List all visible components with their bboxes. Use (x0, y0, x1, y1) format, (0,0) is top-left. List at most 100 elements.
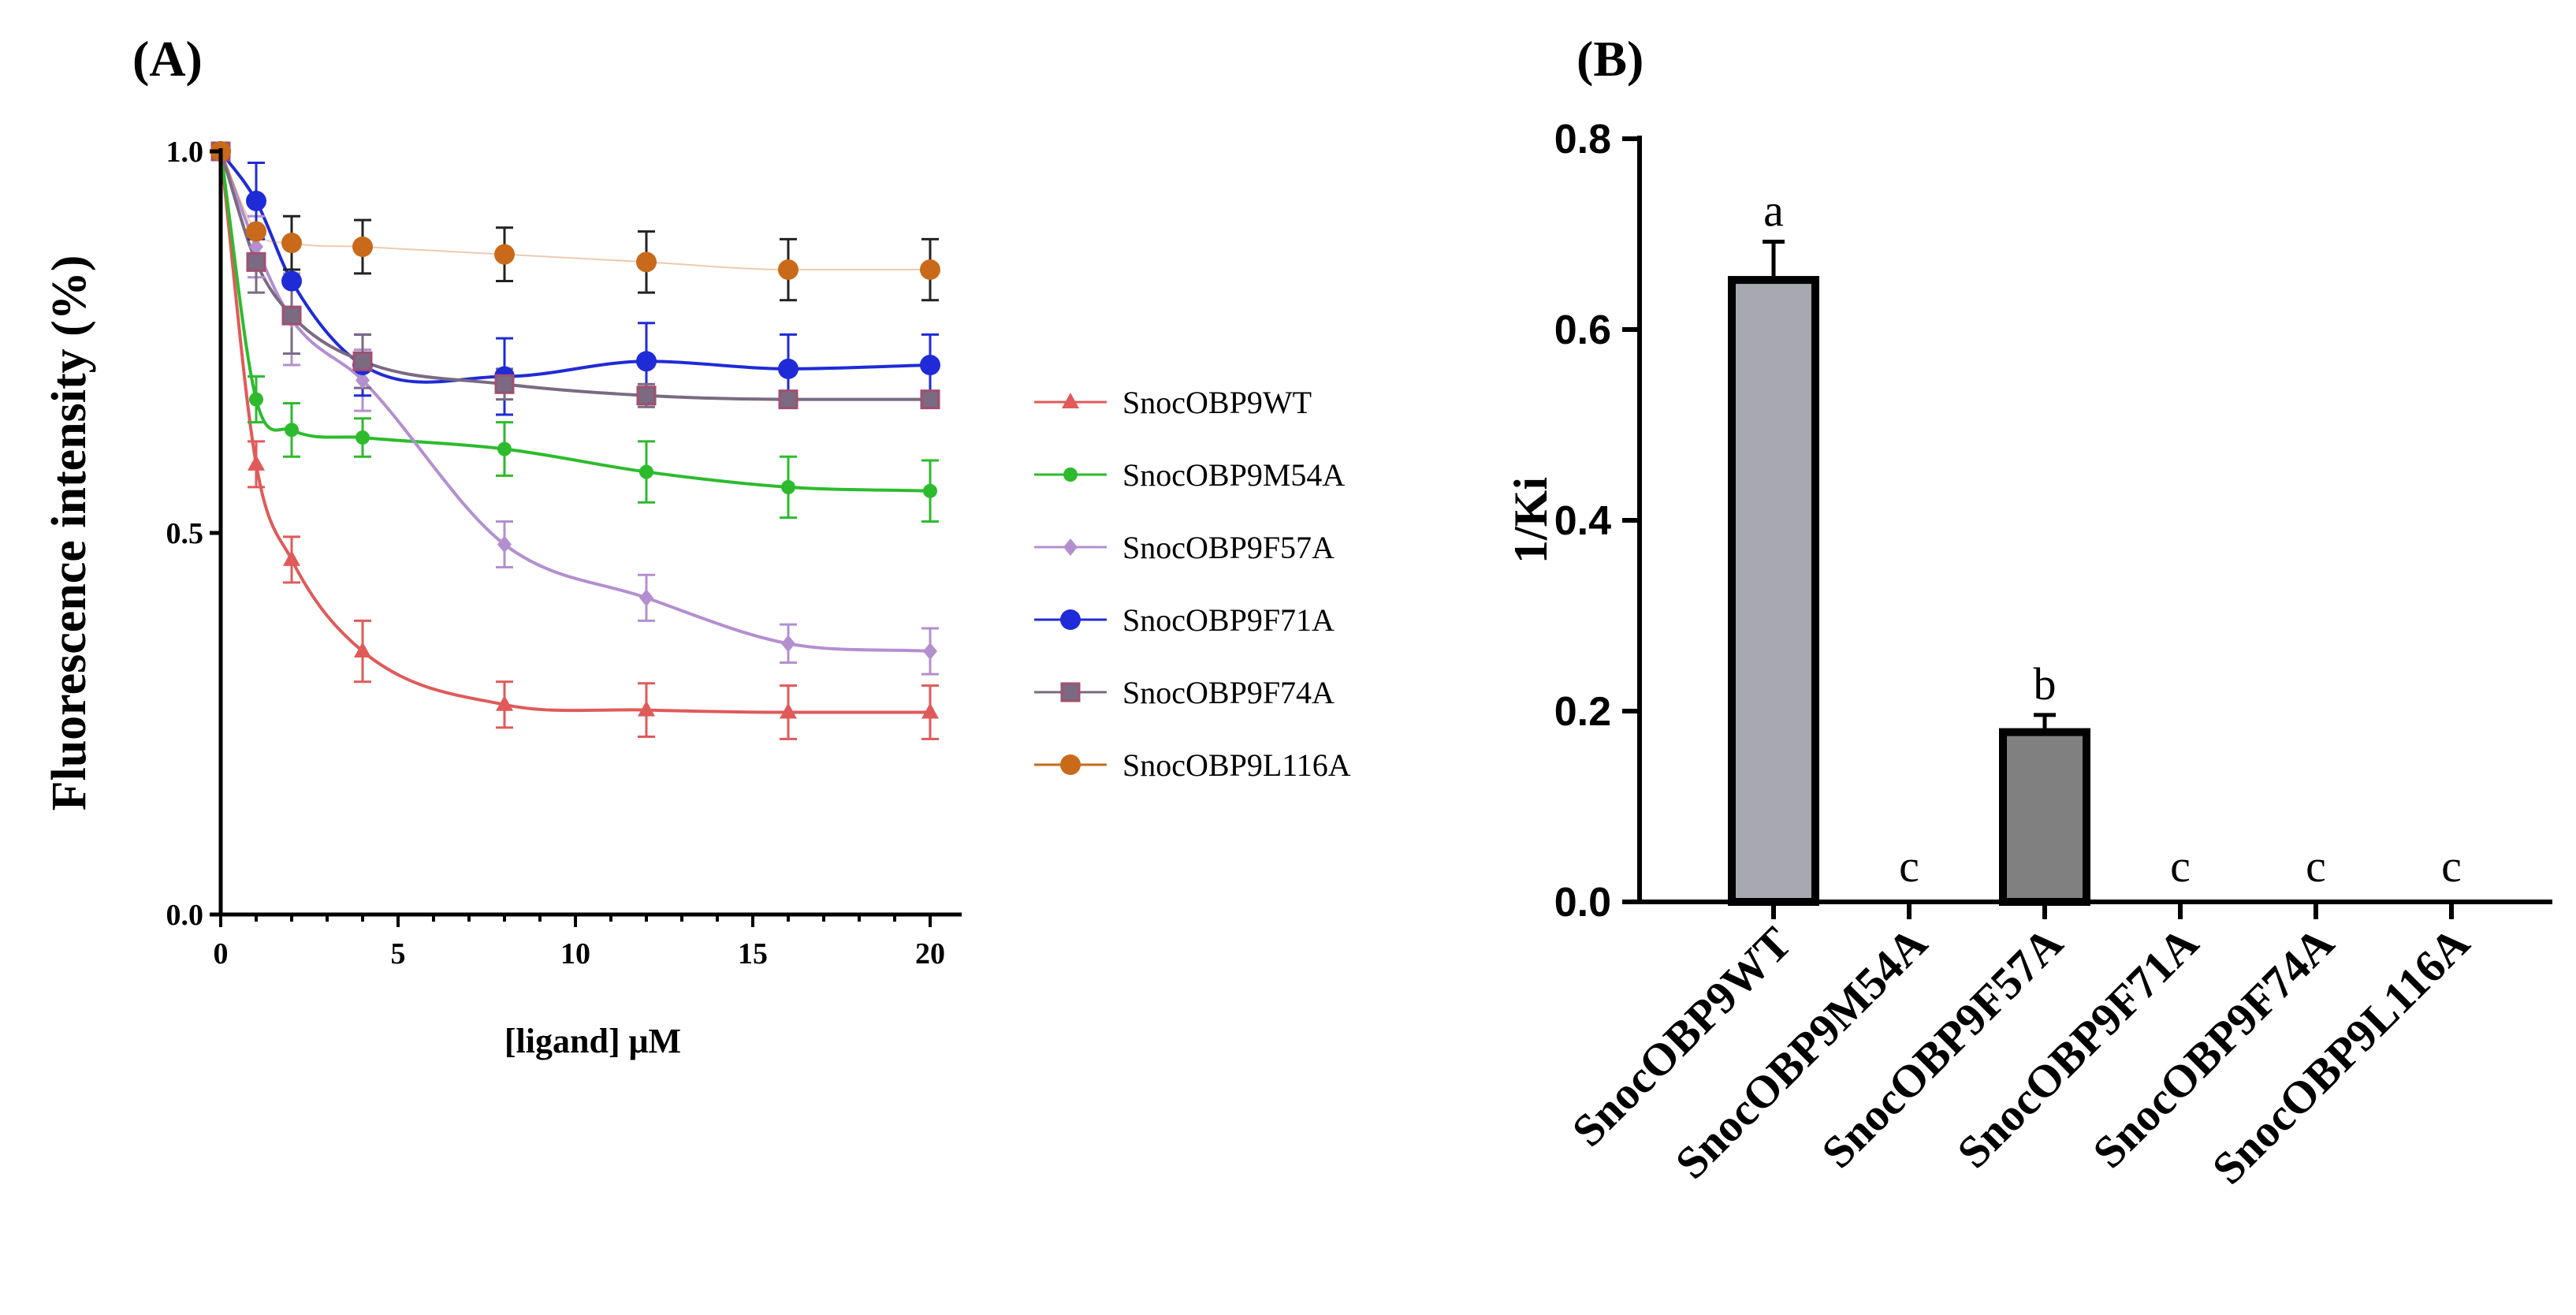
data-point-SnocOBP9L116A (352, 237, 373, 257)
data-point-SnocOBP9F74A (246, 251, 266, 272)
significance-letter: c (2170, 840, 2191, 892)
data-point-SnocOBP9F57A (249, 238, 263, 255)
data-point-SnocOBP9M54A (356, 430, 370, 445)
legend-label: SnocOBP9L116A (1122, 747, 1351, 783)
y-tick-label: 1.0 (166, 136, 204, 169)
y-tick-label: 0.5 (166, 517, 204, 550)
x-tick-label: 10 (560, 937, 590, 970)
panel-a-curves (219, 150, 931, 714)
data-point-SnocOBP9F74A (494, 374, 515, 394)
x-tick-label: 15 (738, 937, 768, 970)
significance-letter: a (1763, 185, 1784, 237)
panel-b-title: (B) (1576, 31, 1644, 87)
data-point-SnocOBP9F57A (639, 589, 653, 607)
legend-marker (1063, 468, 1078, 482)
panel-a-x-ticks: 0 5 10 15 20 (214, 915, 945, 970)
significance-letter: b (2034, 658, 2057, 710)
panel-a-error-bars (248, 162, 939, 740)
y-tick-label: 0.6 (1554, 307, 1611, 353)
series-line-SnocOBP9F74A (219, 151, 930, 401)
bar-SnocOBP9F57A (1999, 728, 2090, 906)
data-point-SnocOBP9M54A (285, 423, 299, 438)
panel-a-y-label: Fluorescence intensity (%) (43, 255, 96, 811)
data-point-SnocOBP9F71A (920, 355, 940, 376)
panel-a-x-label: [ligand] μM (504, 1022, 681, 1060)
legend-marker (1063, 538, 1078, 556)
data-point-SnocOBP9F57A (356, 371, 370, 389)
data-point-SnocOBP9F74A (352, 351, 373, 371)
y-tick-label: 0.2 (1554, 689, 1611, 735)
panel-a-points (210, 141, 940, 719)
data-point-SnocOBP9M54A (497, 441, 512, 456)
y-tick-label: 0.4 (1554, 498, 1611, 544)
legend-marker (1062, 393, 1079, 408)
data-point-SnocOBP9F57A (923, 643, 937, 661)
data-point-SnocOBP9WT (638, 700, 655, 717)
y-tick-label: 0.0 (1554, 880, 1611, 926)
legend-label: SnocOBP9F71A (1122, 602, 1335, 638)
panel-a: (A) 0.0 0.5 1.0 0 5 10 15 20 Fluorescence inte… (43, 31, 1351, 1060)
series-line-SnocOBP9F57A (219, 151, 931, 654)
data-point-SnocOBP9WT (283, 549, 300, 566)
data-point-SnocOBP9F71A (281, 270, 302, 292)
panel-b-y-ticks: 0.0 0.2 0.4 0.6 0.8 (1554, 117, 1640, 926)
data-point-SnocOBP9F74A (281, 305, 302, 326)
legend-label: SnocOBP9M54A (1122, 457, 1345, 493)
panel-b-bars (1728, 240, 2090, 906)
data-point-SnocOBP9F71A (246, 190, 266, 211)
category-label: SnocOBP9F57A (1811, 917, 2072, 1178)
data-point-SnocOBP9L116A (281, 233, 302, 254)
data-point-SnocOBP9F57A (781, 635, 795, 653)
data-point-SnocOBP9F74A (636, 386, 657, 406)
legend-marker (1060, 609, 1081, 630)
series-line-SnocOBP9L116A (220, 151, 930, 271)
data-point-SnocOBP9M54A (639, 464, 653, 479)
series-line-SnocOBP9WT (219, 151, 930, 714)
data-point-SnocOBP9WT (921, 702, 939, 719)
data-point-SnocOBP9WT (354, 642, 371, 658)
significance-letter: c (2306, 840, 2326, 892)
panel-b-y-label: 1/Ki (1505, 477, 1557, 564)
data-point-SnocOBP9WT (496, 695, 513, 711)
x-tick-label: 5 (391, 937, 406, 970)
data-point-SnocOBP9F71A (778, 358, 798, 379)
x-tick-label: 0 (214, 937, 229, 970)
data-point-SnocOBP9WT (780, 702, 797, 719)
significance-letter: c (2441, 840, 2462, 892)
panel-b-x-ticks: SnocOBP9WTSnocOBP9M54ASnocOBP9F57ASnocOB… (1562, 902, 2479, 1194)
x-tick-label: 20 (915, 937, 945, 970)
significance-letter: c (1899, 840, 1919, 892)
panel-a-y-ticks: 0.0 0.5 1.0 (166, 136, 221, 932)
series-line-SnocOBP9M54A (219, 151, 931, 493)
category-label: SnocOBP9F74A (2083, 917, 2343, 1178)
legend-label: SnocOBP9F57A (1122, 530, 1335, 565)
panel-a-legend: SnocOBP9WT SnocOBP9M54A SnocOBP9F57A SnocOB… (1034, 385, 1351, 783)
legend-label: SnocOBP9F74A (1122, 675, 1335, 710)
data-point-SnocOBP9F74A (920, 389, 940, 410)
legend-marker (1060, 754, 1081, 775)
data-point-SnocOBP9M54A (249, 392, 263, 407)
panel-b: (B) 0.0 0.2 0.4 0.6 0.8 SnocOBP9WTSnocOBP9M5… (1505, 31, 2552, 1194)
data-point-SnocOBP9M54A (923, 483, 937, 498)
panel-b-significance: a c b c c c (1763, 185, 2462, 892)
data-point-SnocOBP9F57A (497, 535, 512, 553)
category-label: SnocOBP9F71A (1947, 917, 2208, 1178)
data-point-SnocOBP9F71A (636, 351, 657, 372)
y-tick-label: 0.0 (166, 899, 204, 932)
y-tick-label: 0.8 (1554, 117, 1611, 162)
category-label: SnocOBP9M54A (1666, 917, 1938, 1189)
category-label: SnocOBP9L116A (2202, 917, 2479, 1194)
data-point-SnocOBP9L116A (636, 251, 657, 273)
data-point-SnocOBP9WT (248, 454, 265, 471)
legend-label: SnocOBP9WT (1122, 385, 1312, 420)
data-point-SnocOBP9L116A (246, 221, 266, 242)
legend-marker (1060, 682, 1081, 702)
data-point-SnocOBP9L116A (494, 244, 515, 265)
bar-SnocOBP9WT (1728, 276, 1819, 906)
data-point-SnocOBP9M54A (781, 479, 795, 494)
series-line-SnocOBP9F71A (219, 150, 931, 384)
data-point-SnocOBP9L116A (778, 259, 798, 281)
panel-a-title: (A) (132, 31, 203, 87)
data-point-SnocOBP9L116A (920, 259, 940, 281)
